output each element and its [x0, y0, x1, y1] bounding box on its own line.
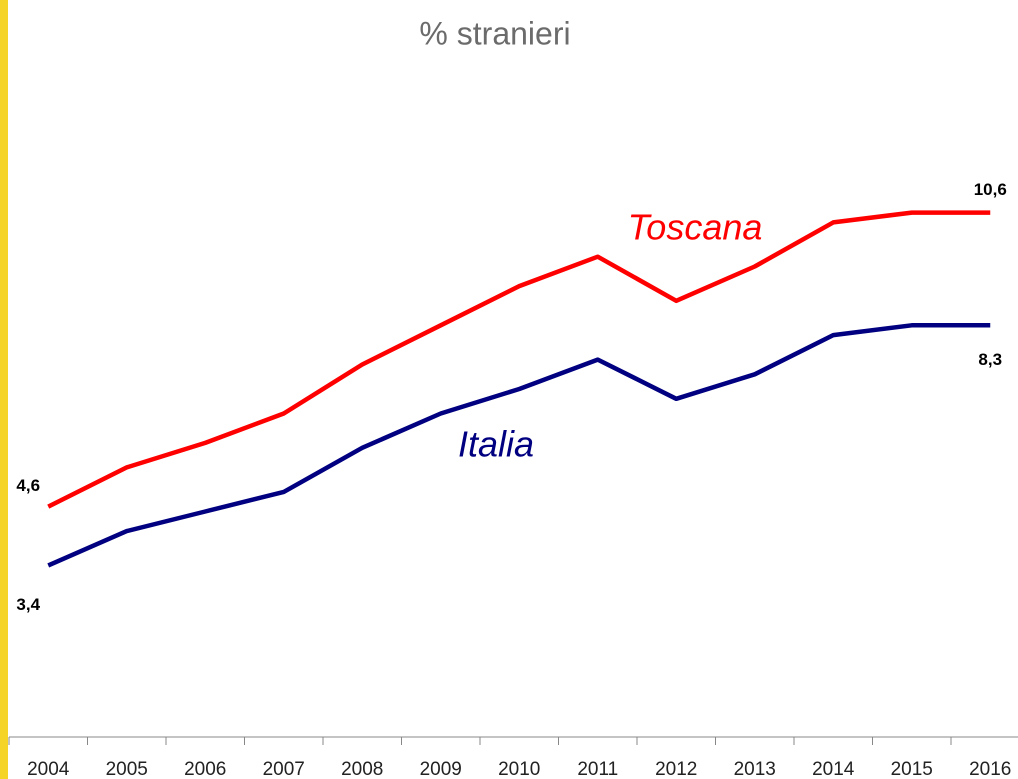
series-label: Italia: [458, 424, 534, 465]
data-label: 3,4: [16, 595, 40, 614]
x-tick-label: 2005: [106, 759, 148, 779]
x-tick-label: 2007: [263, 759, 305, 779]
series-line: [47, 210, 991, 509]
data-label: 4,6: [16, 476, 40, 495]
series-label: Toscana: [628, 207, 763, 248]
x-tick-label: 2004: [27, 759, 70, 779]
x-tick-label: 2015: [891, 759, 933, 779]
x-tick-label: 2009: [420, 759, 462, 779]
data-label: 10,6: [974, 180, 1007, 199]
series-line: [47, 323, 991, 568]
x-tick-label: 2011: [577, 759, 618, 779]
x-tick-label: 2010: [498, 759, 540, 779]
x-tick-label: 2013: [734, 759, 776, 779]
x-tick-label: 2014: [812, 759, 855, 779]
x-tick-label: 2008: [341, 759, 383, 779]
side-bar: [0, 0, 8, 779]
x-tick-label: 2006: [184, 759, 226, 779]
data-label: 8,3: [978, 350, 1002, 369]
x-tick-label: 2012: [655, 759, 697, 779]
chart-title: % stranieri: [419, 15, 570, 51]
x-tick-label: 2016: [969, 759, 1011, 779]
